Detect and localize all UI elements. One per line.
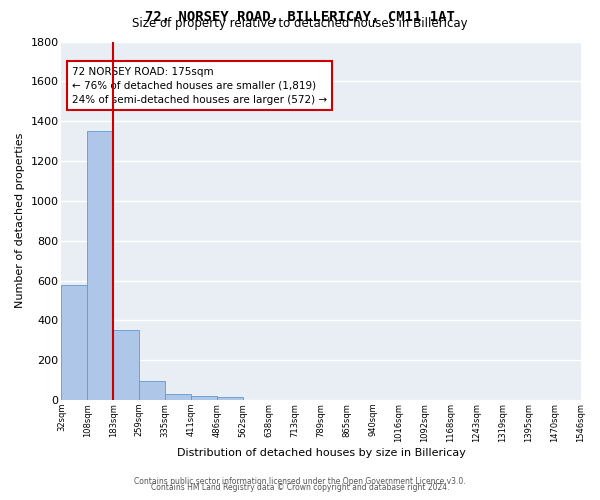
Bar — [113, 330, 139, 400]
Text: 72, NORSEY ROAD, BILLERICAY, CM11 1AT: 72, NORSEY ROAD, BILLERICAY, CM11 1AT — [145, 10, 455, 24]
Bar — [61, 284, 88, 400]
Bar — [139, 381, 165, 400]
Text: Size of property relative to detached houses in Billericay: Size of property relative to detached ho… — [132, 18, 468, 30]
Bar — [88, 131, 113, 400]
Bar — [165, 394, 191, 400]
Text: Contains HM Land Registry data © Crown copyright and database right 2024.: Contains HM Land Registry data © Crown c… — [151, 484, 449, 492]
Bar — [191, 396, 217, 400]
Y-axis label: Number of detached properties: Number of detached properties — [15, 133, 25, 308]
Text: 72 NORSEY ROAD: 175sqm
← 76% of detached houses are smaller (1,819)
24% of semi-: 72 NORSEY ROAD: 175sqm ← 76% of detached… — [72, 66, 327, 104]
Bar — [217, 397, 243, 400]
X-axis label: Distribution of detached houses by size in Billericay: Distribution of detached houses by size … — [176, 448, 466, 458]
Text: Contains public sector information licensed under the Open Government Licence v3: Contains public sector information licen… — [134, 478, 466, 486]
